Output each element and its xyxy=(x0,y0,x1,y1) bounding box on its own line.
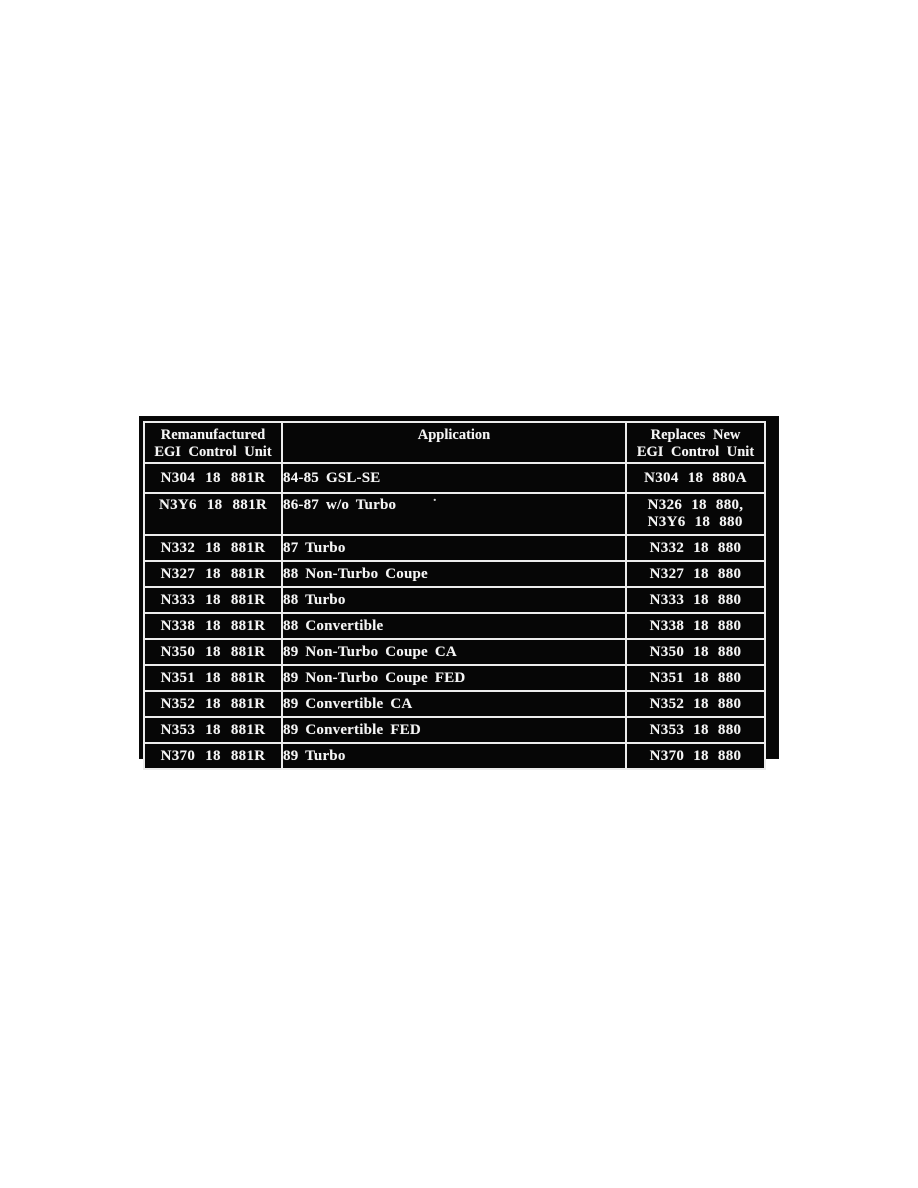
cell-application: 86-87 w/o Turbo xyxy=(281,492,627,536)
cell-part-number: N338 18 881R xyxy=(143,612,283,640)
cell-replaces: N333 18 880 xyxy=(625,586,766,614)
cell-replaces-text: N370 18 880 xyxy=(649,747,742,764)
cell-replaces-text: N333 18 880 xyxy=(649,591,742,608)
table-row: N332 18 881R 87 Turbo N332 18 880 xyxy=(143,534,766,562)
cell-replaces-text: N352 18 880 xyxy=(649,695,742,712)
cell-part-number: N353 18 881R xyxy=(143,716,283,744)
cell-replaces: N351 18 880 xyxy=(625,664,766,692)
cell-application: 88 Turbo xyxy=(281,586,627,614)
cell-application: 89 Turbo xyxy=(281,742,627,770)
cell-part-number: N3Y6 18 881R xyxy=(143,492,283,536)
cell-replaces-text: N351 18 880 xyxy=(649,669,742,686)
header-remanufactured-egi-control-unit: Remanufactured EGI Control Unit xyxy=(143,421,283,464)
egi-control-unit-table-block: Remanufactured EGI Control Unit Applicat… xyxy=(140,417,778,770)
table-row: N3Y6 18 881R 86-87 w/o Turbo N326 18 880… xyxy=(143,492,766,536)
cell-application: 89 Convertible FED xyxy=(281,716,627,744)
cell-replaces: N353 18 880 xyxy=(625,716,766,744)
cell-application: 84-85 GSL-SE xyxy=(281,462,627,494)
cell-replaces-text: N326 18 880, N3Y6 18 880 xyxy=(647,497,744,530)
cell-part-number: N327 18 881R xyxy=(143,560,283,588)
table-row: N352 18 881R 89 Convertible CA N352 18 8… xyxy=(143,690,766,718)
header-replaces-new-egi-control-unit: Replaces New EGI Control Unit xyxy=(625,421,766,464)
cell-replaces-text: N353 18 880 xyxy=(649,721,742,738)
scan-artifact-dot: . xyxy=(433,490,437,505)
cell-replaces-text: N338 18 880 xyxy=(649,617,742,634)
cell-replaces-text: N350 18 880 xyxy=(649,643,742,660)
cell-replaces-text: N332 18 880 xyxy=(649,539,742,556)
cell-replaces: N338 18 880 xyxy=(625,612,766,640)
cell-part-number: N350 18 881R xyxy=(143,638,283,666)
cell-application: 88 Non-Turbo Coupe xyxy=(281,560,627,588)
cell-application: 87 Turbo xyxy=(281,534,627,562)
cell-part-number: N332 18 881R xyxy=(143,534,283,562)
cell-replaces: N304 18 880A xyxy=(625,462,766,494)
cell-part-number: N370 18 881R xyxy=(143,742,283,770)
cell-application: 89 Convertible CA xyxy=(281,690,627,718)
cell-application: 88 Convertible xyxy=(281,612,627,640)
cell-replaces-text: N327 18 880 xyxy=(649,565,742,582)
cell-replaces: N332 18 880 xyxy=(625,534,766,562)
cell-part-number: N351 18 881R xyxy=(143,664,283,692)
table-row: N353 18 881R 89 Convertible FED N353 18 … xyxy=(143,716,766,744)
cell-replaces-text: N304 18 880A xyxy=(644,469,747,486)
table-row: N370 18 881R 89 Turbo N370 18 880 xyxy=(143,742,766,770)
cell-application: 89 Non-Turbo Coupe FED xyxy=(281,664,627,692)
table-row: N350 18 881R 89 Non-Turbo Coupe CA N350 … xyxy=(143,638,766,666)
table-row: N327 18 881R 88 Non-Turbo Coupe N327 18 … xyxy=(143,560,766,588)
table-row: N333 18 881R 88 Turbo N333 18 880 xyxy=(143,586,766,614)
cell-replaces: N352 18 880 xyxy=(625,690,766,718)
cell-replaces: N327 18 880 xyxy=(625,560,766,588)
cell-application: 89 Non-Turbo Coupe CA xyxy=(281,638,627,666)
cell-replaces: N370 18 880 xyxy=(625,742,766,770)
cell-part-number: N333 18 881R xyxy=(143,586,283,614)
parts-cross-reference-table: Remanufactured EGI Control Unit Applicat… xyxy=(143,421,766,770)
header-application: Application xyxy=(281,421,627,464)
cell-part-number: N352 18 881R xyxy=(143,690,283,718)
cell-part-number: N304 18 881R xyxy=(143,462,283,494)
cell-replaces: N350 18 880 xyxy=(625,638,766,666)
table-row: N338 18 881R 88 Convertible N338 18 880 xyxy=(143,612,766,640)
cell-replaces: N326 18 880, N3Y6 18 880 xyxy=(625,492,766,536)
table-row: N351 18 881R 89 Non-Turbo Coupe FED N351… xyxy=(143,664,766,692)
table-header-row: Remanufactured EGI Control Unit Applicat… xyxy=(143,421,766,464)
table-row: N304 18 881R 84-85 GSL-SE N304 18 880A xyxy=(143,462,766,494)
